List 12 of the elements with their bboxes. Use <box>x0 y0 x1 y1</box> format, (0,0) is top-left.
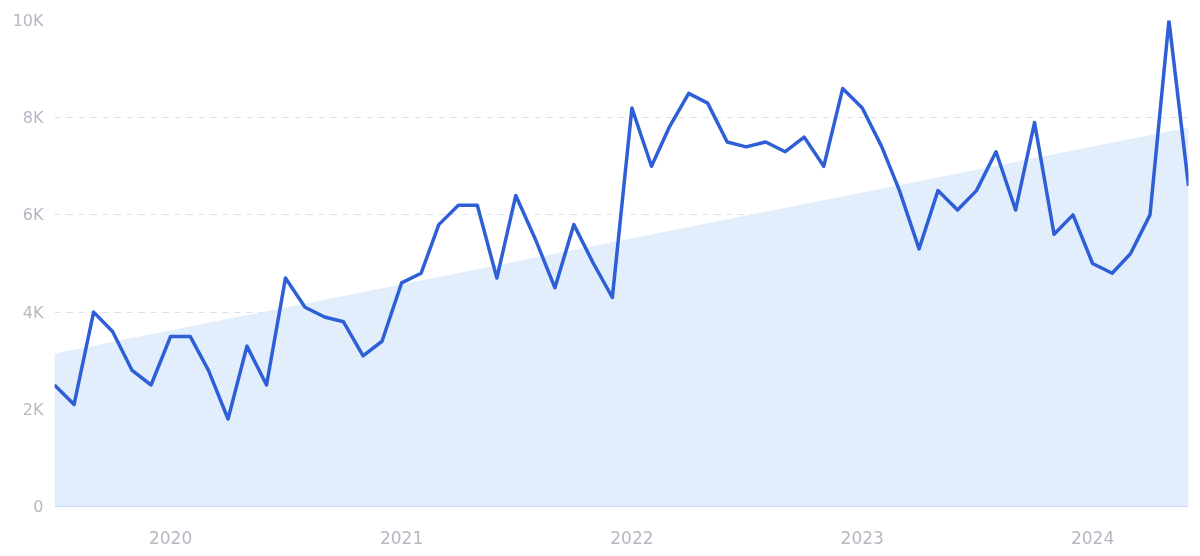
x-tick-label: 2022 <box>610 527 654 548</box>
x-tick-label: 2023 <box>840 527 884 548</box>
y-tick-label: 8K <box>22 108 45 128</box>
y-tick-label: 0 <box>33 497 44 516</box>
line-series <box>54 20 1189 421</box>
y-tick-label: 2K <box>22 399 45 419</box>
y-tick-label: 10K <box>12 11 45 30</box>
y-tick-label: 4K <box>22 302 45 322</box>
x-tick-label: 2021 <box>379 527 424 548</box>
y-tick-label: 6K <box>22 205 45 225</box>
x-tick-label: 2024 <box>1070 527 1115 548</box>
x-tick-label: 2020 <box>148 527 193 548</box>
